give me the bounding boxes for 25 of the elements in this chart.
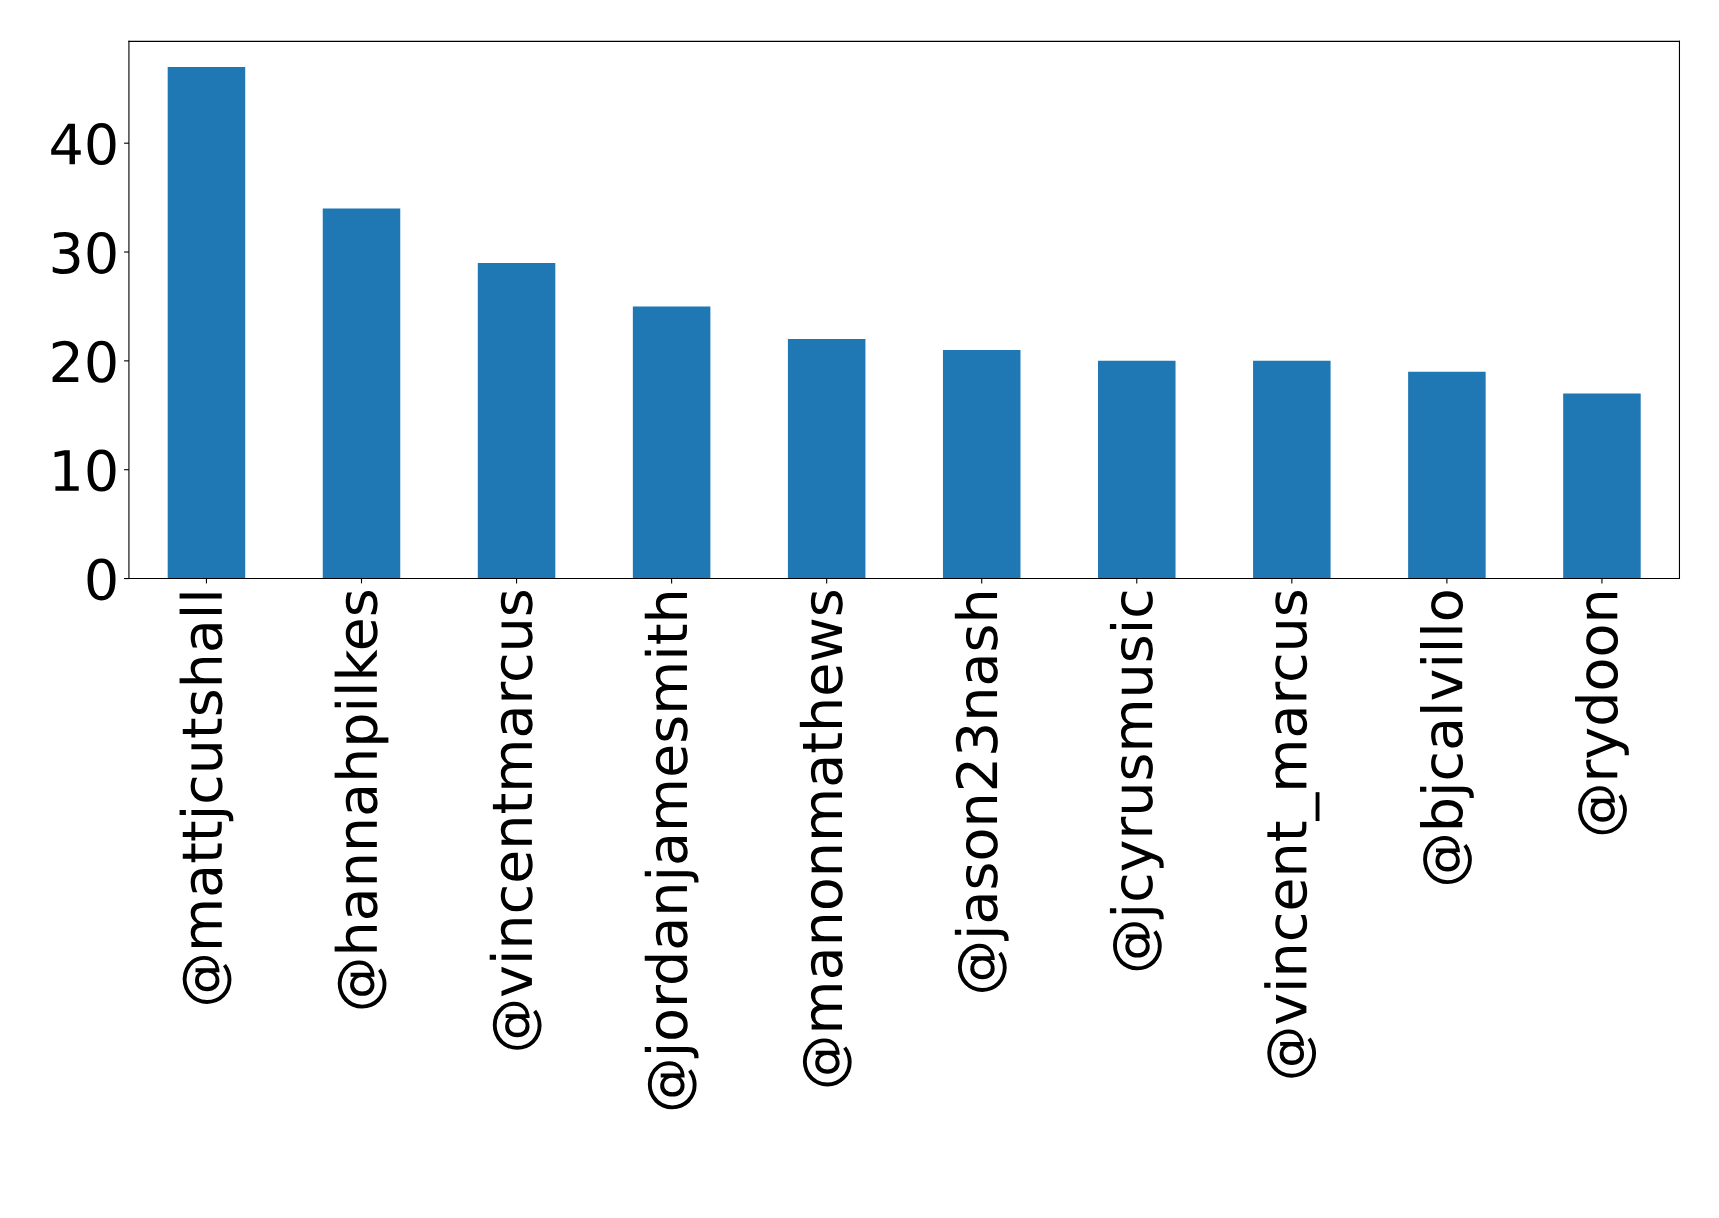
y-tick-label: 0 — [87, 558, 116, 601]
x-tick-label: @jason23nash — [954, 592, 1009, 992]
x-tick-label: @jordanjamesmith — [644, 592, 699, 1110]
y-tick-label: 10 — [54, 449, 116, 492]
bar — [1408, 371, 1486, 579]
x-tick-label: @hannahpilkes — [334, 590, 389, 1009]
bar — [1098, 360, 1176, 579]
x-tick-label: @mattjcutshall — [179, 593, 234, 1004]
bar — [477, 262, 556, 579]
x-tick-label: @jcyrusmusic — [1109, 591, 1164, 971]
bar — [1253, 360, 1331, 579]
bar — [1563, 393, 1641, 579]
x-tick-label: @manonmathews — [799, 590, 852, 1087]
y-tick-label: 30 — [52, 231, 116, 274]
bar — [942, 349, 1021, 579]
bar — [167, 66, 246, 579]
y-tick-label: 20 — [52, 340, 116, 383]
x-tick-label: @bjcalvillo — [1420, 591, 1474, 885]
x-tick-label: @vincent_marcus — [1264, 590, 1320, 1078]
y-tick-label: 40 — [51, 123, 116, 166]
bar — [787, 339, 866, 579]
bar — [322, 208, 401, 579]
x-tick-label: @vincentmarcus — [489, 590, 542, 1050]
bar — [632, 306, 711, 579]
x-tick-label: @rydoon — [1575, 593, 1629, 835]
